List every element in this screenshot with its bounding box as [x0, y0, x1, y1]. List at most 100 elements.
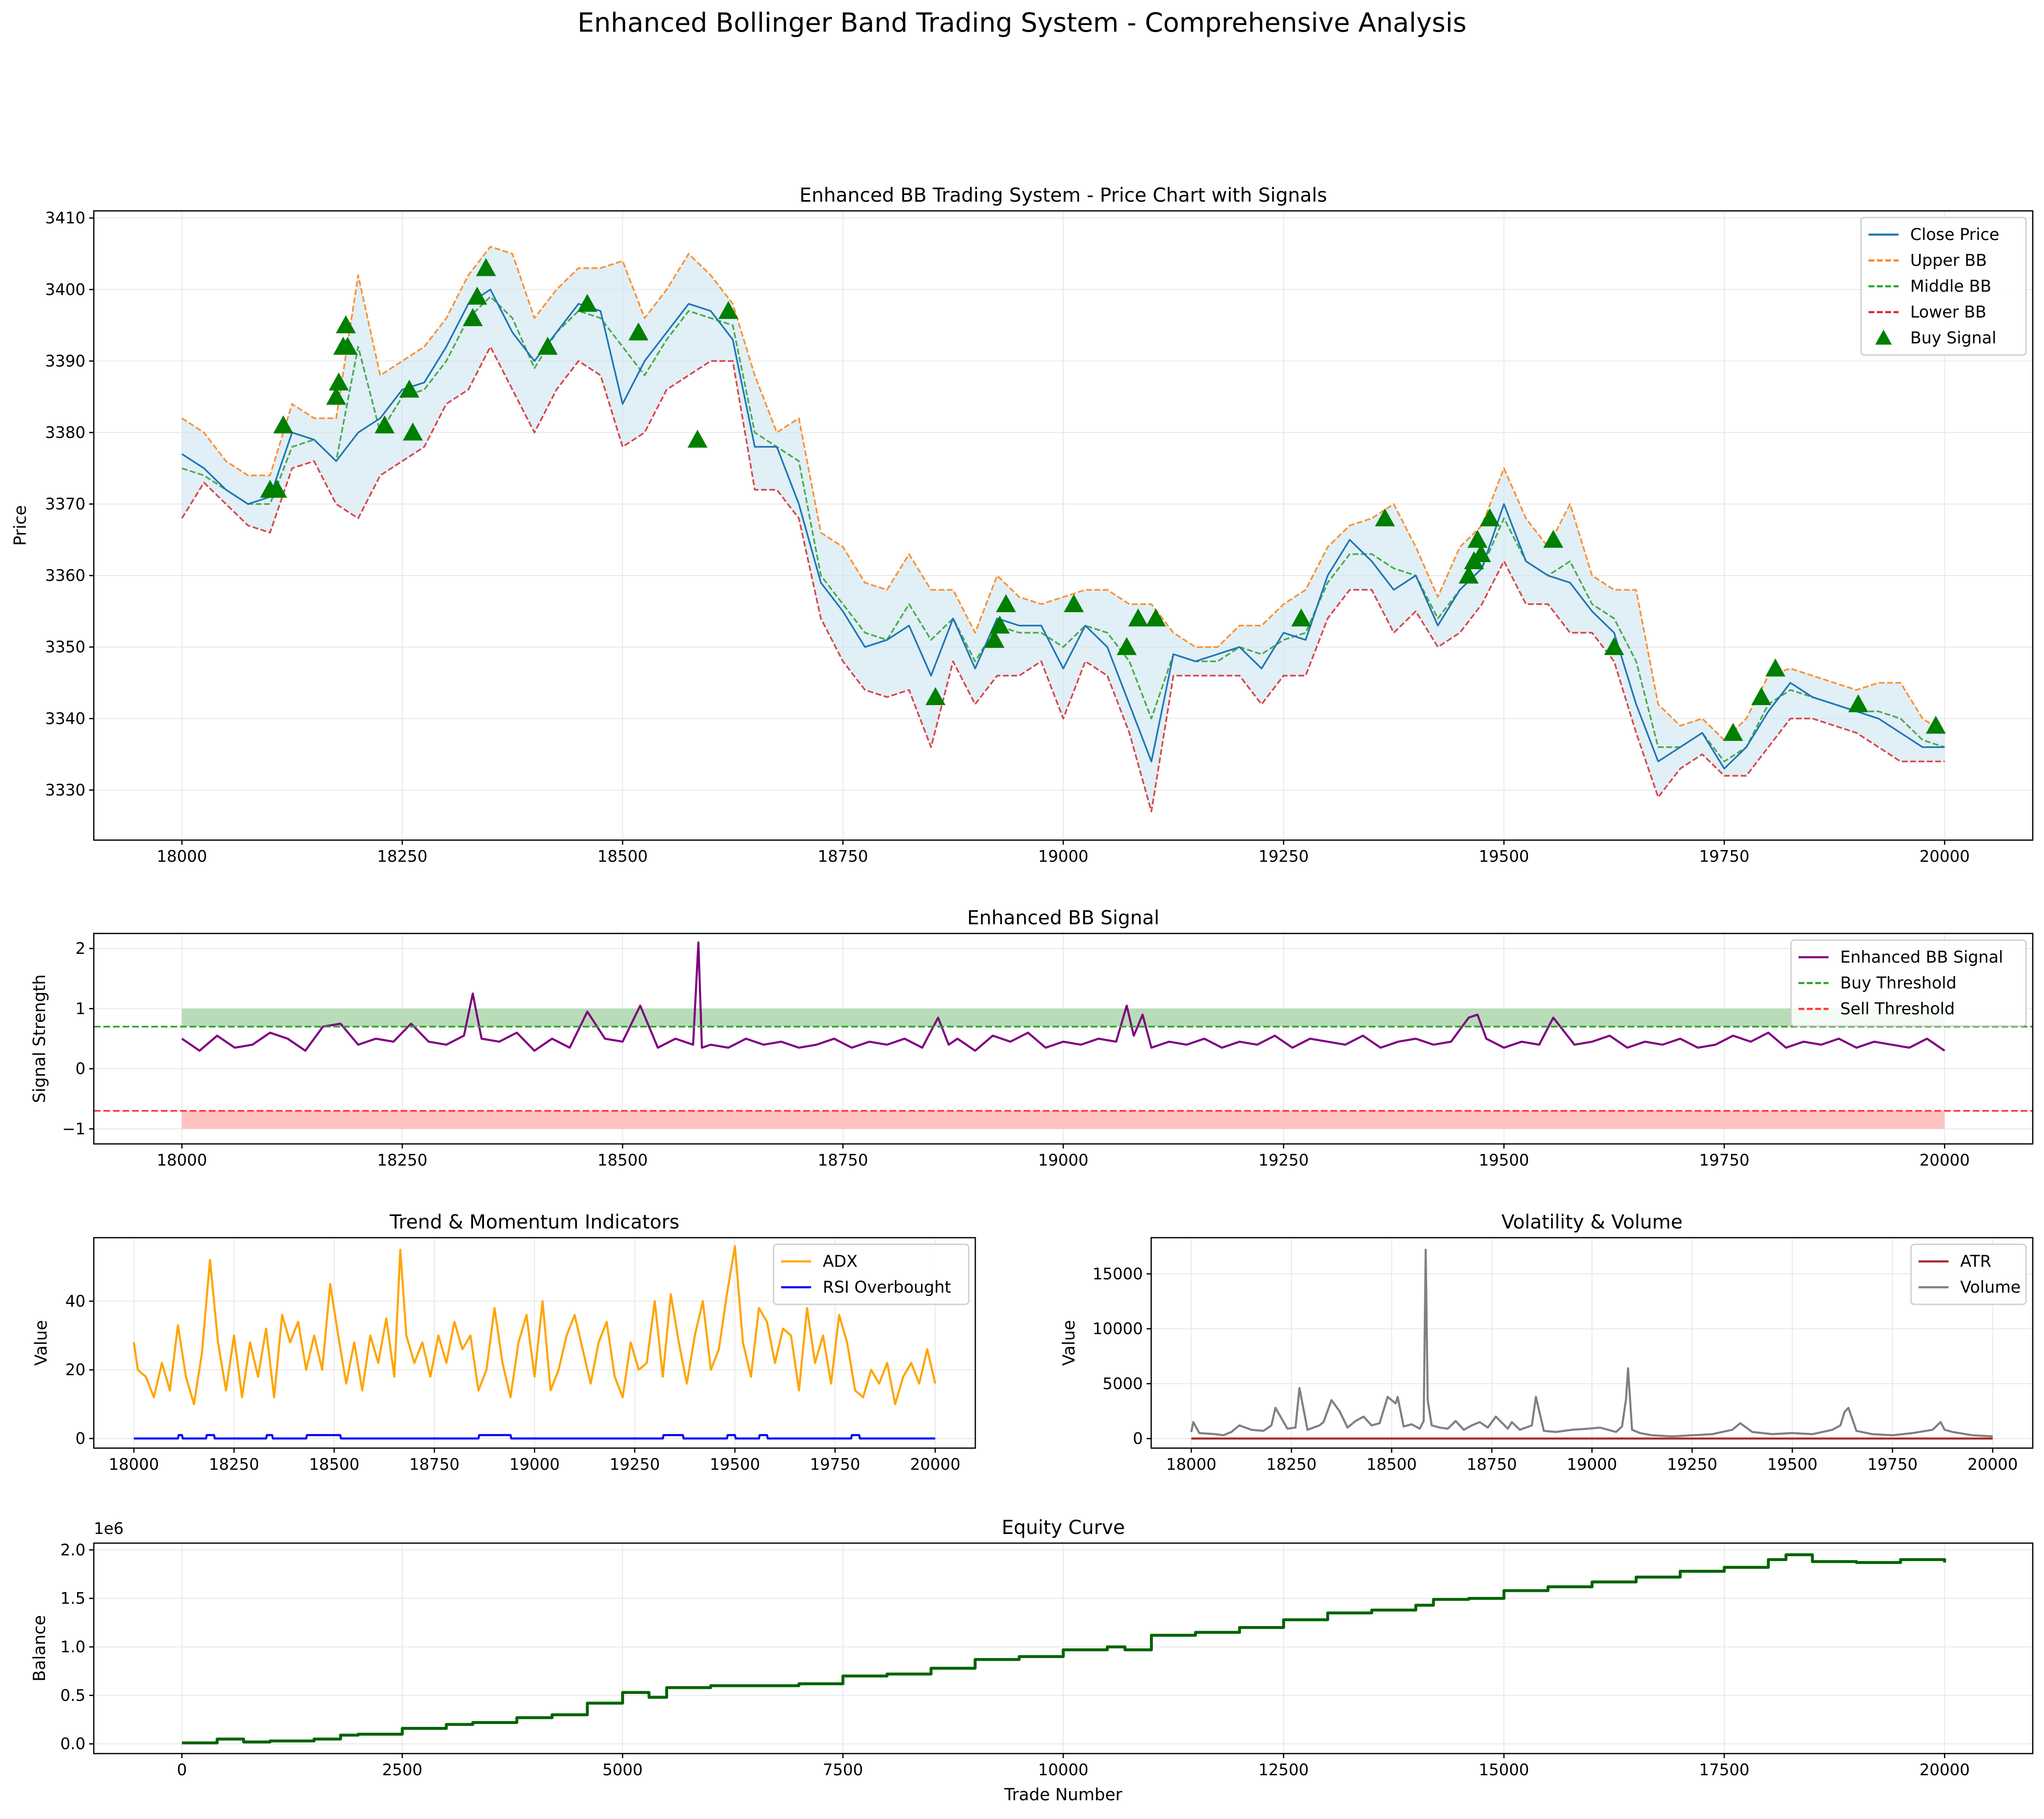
buy-signal-marker: [267, 480, 287, 498]
x-tick-label: 2500: [382, 1761, 423, 1779]
upper-bb-line: [181, 245, 1945, 741]
buy-signal-marker: [1543, 530, 1563, 548]
legend-label: RSI Overbought: [823, 1278, 951, 1297]
buy-signal-marker: [1467, 530, 1488, 548]
buy-signal-marker: [925, 687, 946, 706]
y-tick-label: 0: [1133, 1429, 1143, 1448]
x-tick-label: 15000: [1479, 1761, 1529, 1779]
equity-offset-label: 1e6: [94, 1519, 124, 1538]
y-tick-label: 15000: [1092, 1265, 1143, 1283]
buy-signal-marker: [984, 630, 1005, 648]
x-tick-label: 19500: [710, 1455, 760, 1474]
buy-signal-marker: [463, 308, 483, 326]
x-tick-label: 19000: [1038, 847, 1089, 866]
y-tick-label: 40: [65, 1292, 85, 1310]
x-tick-label: 12500: [1258, 1761, 1309, 1779]
legend-label: Buy Threshold: [1840, 974, 1956, 993]
buy-signal-marker: [1926, 716, 1946, 734]
buy-signal-marker: [687, 430, 708, 448]
legend-label: Upper BB: [1910, 251, 1987, 270]
x-tick-label: 18500: [1366, 1455, 1417, 1474]
buy-signal-marker: [328, 372, 349, 391]
buy-signal-marker: [374, 415, 395, 433]
rsi-overbought-line: [134, 1434, 935, 1440]
buy-zone: [182, 1008, 1945, 1027]
x-tick-label: 18500: [597, 847, 648, 866]
x-tick-label: 17500: [1699, 1761, 1749, 1779]
chart-panels: 18000 18250 18500 18750 19000 19250 19500 19750…: [11, 184, 2034, 1804]
legend-label: Enhanced BB Signal: [1840, 948, 2003, 967]
buy-signal-marker: [989, 616, 1010, 634]
x-tick-label: 18250: [1266, 1455, 1317, 1474]
legend-label: Close Price: [1910, 225, 1999, 244]
trend-plot-area: [133, 1245, 937, 1440]
y-tick-label: 3350: [45, 638, 85, 656]
x-tick-label: 19000: [509, 1455, 560, 1474]
x-tick-label: 18750: [409, 1455, 460, 1474]
volume-line: [1190, 1249, 1993, 1438]
x-tick-label: 5000: [602, 1761, 643, 1779]
trend-ylabel: Value: [32, 1320, 51, 1366]
equity-xlabel: Trade Number: [1004, 1785, 1122, 1804]
x-tick-label: 19750: [1867, 1455, 1918, 1474]
y-tick-label: 3380: [45, 423, 85, 442]
y-tick-label: 20: [65, 1361, 85, 1379]
trend-panel: 18000 18250 18500 18750 19000 19250 19500 19750…: [32, 1211, 976, 1474]
y-tick-label: 3390: [45, 352, 85, 370]
price-plot-area: [181, 245, 1946, 813]
enhanced-bb-signal-line: [181, 941, 1945, 1052]
x-tick-label: 20000: [1919, 1151, 1970, 1169]
x-tick-label: 18250: [377, 1151, 428, 1169]
x-tick-label: 18500: [597, 1151, 648, 1169]
signal-panel: 18000 18250 18500 18750 19000 19250 19500 19750…: [30, 906, 2034, 1169]
adx-line: [133, 1245, 937, 1406]
x-tick-label: 19500: [1479, 847, 1529, 866]
buy-signal-marker: [467, 286, 487, 305]
legend-frame: [1860, 217, 2027, 356]
buy-signal-marker: [1723, 723, 1743, 741]
x-tick-label: 20000: [910, 1455, 960, 1474]
y-tick-label: 3360: [45, 566, 85, 585]
x-tick-label: 19500: [1767, 1455, 1818, 1474]
buy-signal-marker: [273, 415, 293, 433]
x-tick-label: 18000: [109, 1455, 159, 1474]
legend-frame: [773, 1244, 969, 1305]
buy-signal-marker: [1458, 565, 1479, 584]
buy-signal-marker: [1128, 608, 1148, 627]
y-tick-label: 5000: [1102, 1374, 1143, 1393]
buy-signal-marker: [1291, 608, 1311, 627]
x-tick-label: 19750: [1699, 847, 1749, 866]
buy-signal-marker: [1117, 637, 1137, 655]
y-tick-label: 1: [75, 999, 85, 1018]
x-tick-label: 19250: [609, 1455, 660, 1474]
x-tick-label: 20000: [1967, 1455, 2018, 1474]
buy-signal-marker: [476, 258, 496, 276]
buy-signal-marker: [1848, 694, 1869, 713]
buy-signal-marker: [1751, 687, 1771, 706]
x-tick-label: 7500: [823, 1761, 863, 1779]
legend-label: Lower BB: [1910, 303, 1986, 322]
x-tick-label: 18750: [818, 847, 868, 866]
y-tick-label: 3370: [45, 495, 85, 513]
legend-label: Buy Signal: [1910, 329, 1996, 348]
buy-signal-marker: [1146, 608, 1166, 627]
y-tick-label: 1.5: [60, 1589, 85, 1608]
buy-signal-marker: [996, 594, 1016, 612]
volatility-panel: 18000 18250 18500 18750 19000 19250 19500 19750…: [1060, 1211, 2034, 1474]
buy-signal-marker: [628, 322, 649, 340]
legend-label: ATR: [1960, 1252, 1991, 1271]
y-tick-label: 10000: [1092, 1320, 1143, 1338]
x-tick-label: 18750: [818, 1151, 868, 1169]
y-tick-label: 3340: [45, 709, 85, 728]
x-tick-label: 19750: [1699, 1151, 1749, 1169]
x-tick-label: 18250: [377, 847, 428, 866]
buy-signal-marker: [1480, 508, 1500, 527]
x-tick-label: 19000: [1567, 1455, 1617, 1474]
x-tick-label: 18000: [1166, 1455, 1217, 1474]
x-tick-label: 18500: [309, 1455, 359, 1474]
buy-signal-marker: [718, 301, 739, 319]
legend-frame: [1910, 1244, 2027, 1305]
price-title: Enhanced BB Trading System - Price Chart…: [799, 184, 1327, 206]
